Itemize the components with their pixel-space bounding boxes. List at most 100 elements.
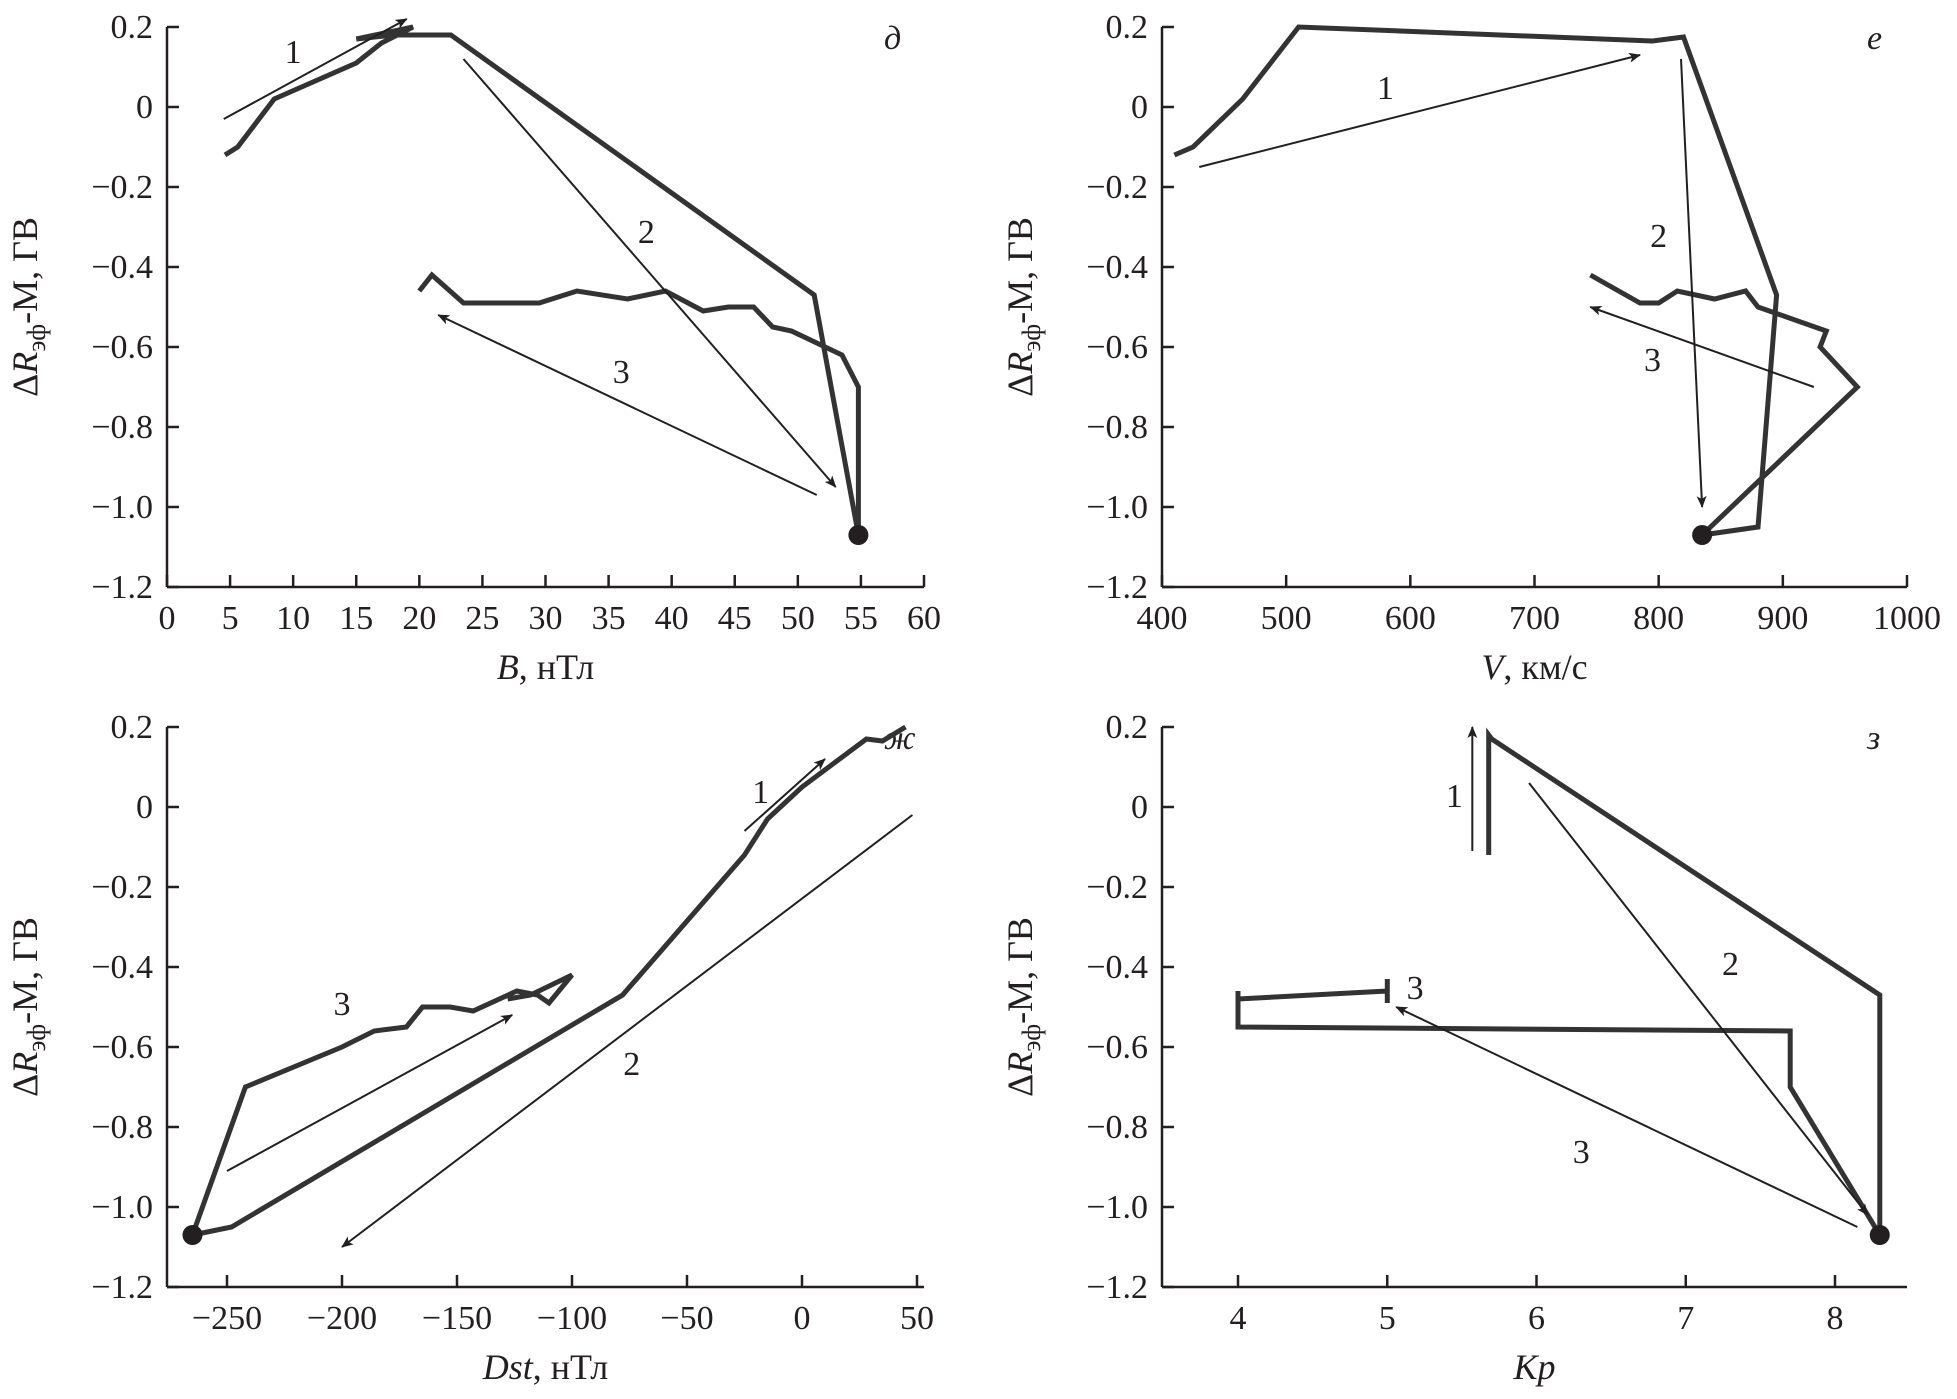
x-tick-label: 7: [1677, 1300, 1694, 1337]
x-tick-label: −50: [660, 1300, 713, 1337]
y-axis-title: ΔRэф-M, ГВ: [5, 217, 51, 397]
arrow-2: [1528, 782, 1869, 1216]
series-trajectory-main: [191, 724, 907, 1238]
arrow-label-1: 1: [1446, 778, 1463, 815]
start-point-marker: [848, 525, 869, 545]
y-tick-label: −0.4: [91, 249, 153, 286]
arrow-label-2: 2: [1722, 946, 1739, 983]
x-axis-title: B, нТл: [497, 647, 594, 687]
y-tick-label: −1.2: [1086, 1269, 1148, 1306]
x-tick-label: 30: [529, 600, 563, 637]
extra-label: 3: [1407, 970, 1424, 1007]
x-axis-title: Dst, нТл: [482, 1347, 608, 1387]
panel-letter: д: [884, 20, 901, 57]
series-trajectory-recovery: [190, 972, 574, 1236]
arrow-1: [223, 18, 408, 120]
y-tick-label: 0.2: [111, 9, 154, 46]
x-tick-label: 45: [718, 600, 752, 637]
x-tick-label: 50: [781, 600, 815, 637]
x-axis-title: Kp: [1512, 1347, 1555, 1387]
y-tick-label: −0.8: [1086, 1109, 1148, 1146]
y-tick-label: −0.6: [1086, 1029, 1148, 1066]
y-tick-label: −1.0: [91, 1189, 153, 1226]
y-tick-label: −0.8: [1086, 409, 1148, 446]
x-tick-label: 20: [402, 600, 436, 637]
panel-letter: е: [1867, 20, 1882, 57]
x-tick-label: 4: [1230, 1300, 1247, 1337]
arrow-3: [1589, 305, 1815, 388]
start-point-marker: [182, 1225, 203, 1245]
y-axis-title: ΔRэф-M, ГВ: [1000, 917, 1046, 1097]
x-tick-label: 0: [159, 600, 176, 637]
arrow-2: [1680, 58, 1707, 508]
x-tick-label: 55: [844, 600, 878, 637]
series-trajectory: [223, 24, 861, 536]
x-tick-label: 1000: [1873, 600, 1941, 637]
x-tick-label: 600: [1385, 600, 1436, 637]
panel-2: 0.2 0 −0.2 −0.4 −0.6 −0.8 −1.0 −1.2 −250 −200 −150…: [5, 709, 934, 1387]
y-tick-label: −0.2: [1086, 869, 1148, 906]
y-tick-label: 0: [1131, 789, 1148, 826]
x-tick-label: −100: [537, 1300, 607, 1337]
panel-0: 0.20−0.2−0.4−0.6−0.8−1.0−1.20 5 10 15 20 25 30…: [5, 9, 941, 687]
y-tick-label: −0.8: [91, 1109, 153, 1146]
y-axis-title: ΔRэф-M, ГВ: [5, 917, 51, 1097]
x-axis-title: V, км/с: [1481, 647, 1587, 687]
y-tick-label: 0: [136, 89, 153, 126]
arrow-label-2: 2: [638, 214, 655, 251]
panel-letter: з: [1866, 720, 1880, 757]
y-tick-label: 0.2: [1106, 9, 1149, 46]
y-tick-label: −1.2: [91, 569, 153, 606]
arrow-label-1: 1: [285, 34, 302, 71]
y-tick-label: −0.2: [1086, 169, 1148, 206]
y-tick-label: −1.2: [91, 1269, 153, 1306]
y-tick-label: −0.4: [1086, 949, 1148, 986]
x-tick-label: −250: [192, 1300, 262, 1337]
x-tick-label: 5: [1379, 1300, 1396, 1337]
y-tick-label: −1.0: [1086, 1189, 1148, 1226]
y-tick-label: −0.4: [91, 949, 153, 986]
start-point-marker: [1869, 1225, 1890, 1245]
arrow-label-3: 3: [1644, 342, 1661, 379]
x-tick-label: −200: [307, 1300, 377, 1337]
y-tick-label: 0.2: [1106, 709, 1149, 746]
y-tick-label: 0: [1131, 89, 1148, 126]
y-tick-label: −1.2: [1086, 569, 1148, 606]
x-tick-label: 60: [907, 600, 941, 637]
x-tick-label: 400: [1137, 600, 1188, 637]
x-tick-label: 8: [1827, 1300, 1844, 1337]
arrow-label-2: 2: [623, 1046, 640, 1083]
arrow-label-1: 1: [752, 774, 769, 811]
x-tick-label: −150: [422, 1300, 492, 1337]
arrow-label-3: 3: [334, 986, 351, 1023]
x-tick-label: 15: [339, 600, 373, 637]
x-tick-label: 50: [900, 1300, 934, 1337]
x-tick-label: 35: [592, 600, 626, 637]
y-tick-label: −1.0: [91, 489, 153, 526]
arrow-3: [1395, 1006, 1858, 1228]
x-tick-label: 0: [794, 1300, 811, 1337]
y-tick-label: −0.4: [1086, 249, 1148, 286]
arrow-1: [1199, 52, 1642, 168]
arrow-3: [226, 1014, 514, 1172]
arrow-label-3: 3: [1573, 1134, 1590, 1171]
panel-3: 0.2 0 −0.2 −0.4 −0.6 −0.8 −1.0 −1.2 4 5 6 7 8 Kp ΔRэф-…: [1000, 709, 1907, 1387]
x-tick-label: 25: [465, 600, 499, 637]
arrow-label-1: 1: [1377, 70, 1394, 107]
y-tick-label: −0.6: [91, 1029, 153, 1066]
y-tick-label: −1.0: [1086, 489, 1148, 526]
y-tick-label: −0.8: [91, 409, 153, 446]
arrow-3: [437, 314, 818, 496]
y-tick-label: −0.6: [91, 329, 153, 366]
series-trajectory: [1173, 24, 1861, 539]
x-tick-label: 6: [1528, 1300, 1545, 1337]
y-tick-label: −0.2: [91, 869, 153, 906]
y-tick-label: −0.2: [91, 169, 153, 206]
arrow-label-3: 3: [613, 354, 630, 391]
y-tick-label: 0: [136, 789, 153, 826]
x-tick-label: 40: [655, 600, 689, 637]
arrow-label-2: 2: [1650, 218, 1667, 255]
series-trajectory: [1235, 727, 1883, 1244]
y-tick-label: −0.6: [1086, 329, 1148, 366]
